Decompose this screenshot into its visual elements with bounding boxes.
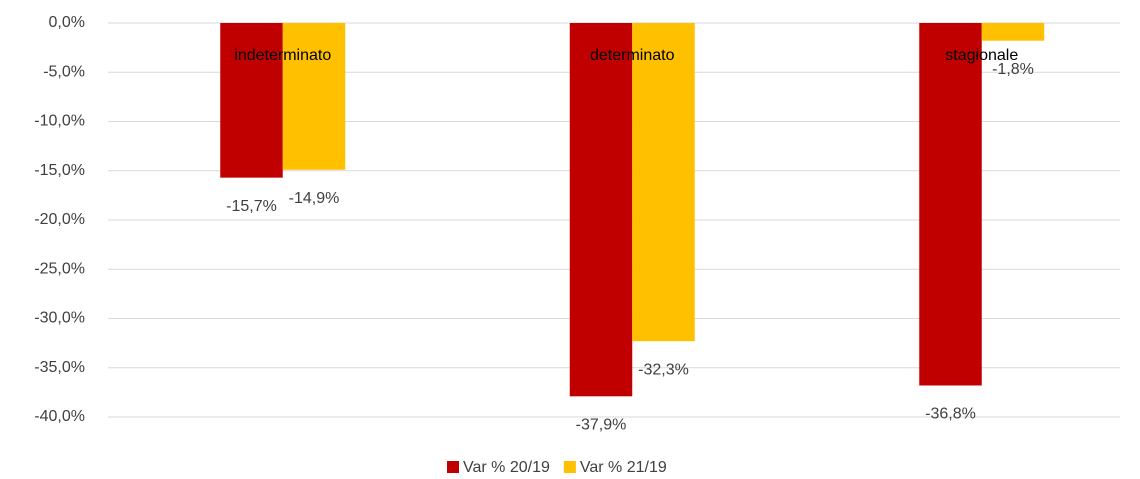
y-tick-label: -30,0% [34, 310, 85, 327]
bar [220, 23, 283, 178]
bar [569, 23, 633, 397]
y-tick-label: -5,0% [43, 63, 85, 80]
y-tick-label: -10,0% [34, 113, 85, 130]
legend-label: Var % 21/19 [580, 459, 667, 476]
bar [981, 23, 1045, 41]
category-label: determinato [590, 47, 675, 64]
y-tick-label: -35,0% [34, 359, 85, 376]
legend-label: Var % 20/19 [463, 459, 550, 476]
data-label: -15,7% [226, 198, 277, 215]
bar [919, 23, 982, 386]
category-label: stagionale [945, 47, 1018, 64]
data-label: -32,3% [638, 361, 689, 378]
category-label: indeterminato [234, 47, 331, 64]
data-label: -37,9% [576, 417, 627, 434]
y-tick-label: -40,0% [34, 408, 85, 425]
data-label: -14,9% [289, 190, 340, 207]
y-tick-label: 0,0% [49, 14, 85, 31]
bar [632, 23, 695, 342]
bar [282, 23, 346, 170]
y-tick-label: -15,0% [34, 162, 85, 179]
y-tick-label: -20,0% [34, 211, 85, 228]
data-label: -1,8% [992, 61, 1034, 78]
legend-swatch [563, 461, 576, 473]
y-tick-label: -25,0% [34, 260, 85, 277]
legend-swatch [447, 461, 459, 473]
data-label: -36,8% [925, 406, 976, 423]
